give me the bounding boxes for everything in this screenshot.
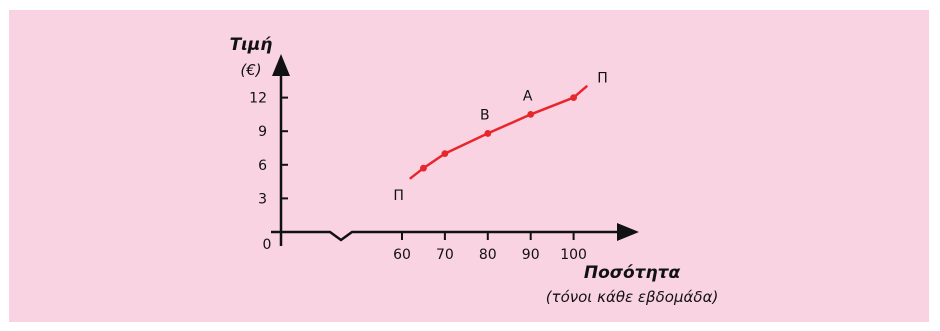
y-axis-title: Τιμή [230, 35, 273, 55]
point-label-0: Π [393, 188, 404, 204]
y-tick-label-3: 3 [258, 191, 267, 207]
y-tick-labels: 3 6 9 12 [249, 91, 288, 207]
x-tick-label-70: 70 [436, 247, 454, 263]
origin-label: 0 [263, 237, 272, 253]
point-label-2: Α [523, 88, 533, 104]
annotation-layer: Π Β Α Π [393, 70, 607, 204]
x-axis-title: Ποσότητα [584, 263, 681, 283]
curve-point-0 [420, 164, 427, 172]
chart-panel: 0 Τιμή (€) Ποσότητα (τόνοι κάθε εβδομάδα… [9, 10, 929, 322]
x-tick-label-90: 90 [522, 247, 540, 263]
curve-point-2 [484, 130, 492, 137]
chart-background [9, 10, 929, 322]
y-axis-subtitle: (€) [240, 61, 261, 79]
y-axis-arrowhead [272, 54, 290, 76]
y-tick-label-12: 12 [249, 91, 267, 107]
point-label-1: Β [480, 107, 490, 123]
x-axis-arrowhead [617, 223, 639, 241]
marker-layer [420, 94, 577, 172]
x-axis-line [271, 230, 621, 242]
x-axis-subtitle: (τόνοι κάθε εβδομάδα) [546, 288, 719, 306]
curve-point-3 [527, 111, 535, 118]
x-tick-label-80: 80 [479, 247, 497, 263]
supply-curve-chart: 0 Τιμή (€) Ποσότητα (τόνοι κάθε εβδομάδα… [9, 10, 929, 322]
point-label-3: Π [597, 70, 608, 86]
x-tick-label-100: 100 [560, 247, 587, 263]
x-tick-label-60: 60 [393, 247, 411, 263]
curve-point-1 [441, 150, 449, 158]
x-tick-labels: 60 70 80 90 100 [393, 232, 587, 263]
curve-point-4 [570, 94, 577, 101]
y-tick-label-9: 9 [258, 124, 267, 140]
y-tick-label-6: 6 [258, 158, 267, 174]
